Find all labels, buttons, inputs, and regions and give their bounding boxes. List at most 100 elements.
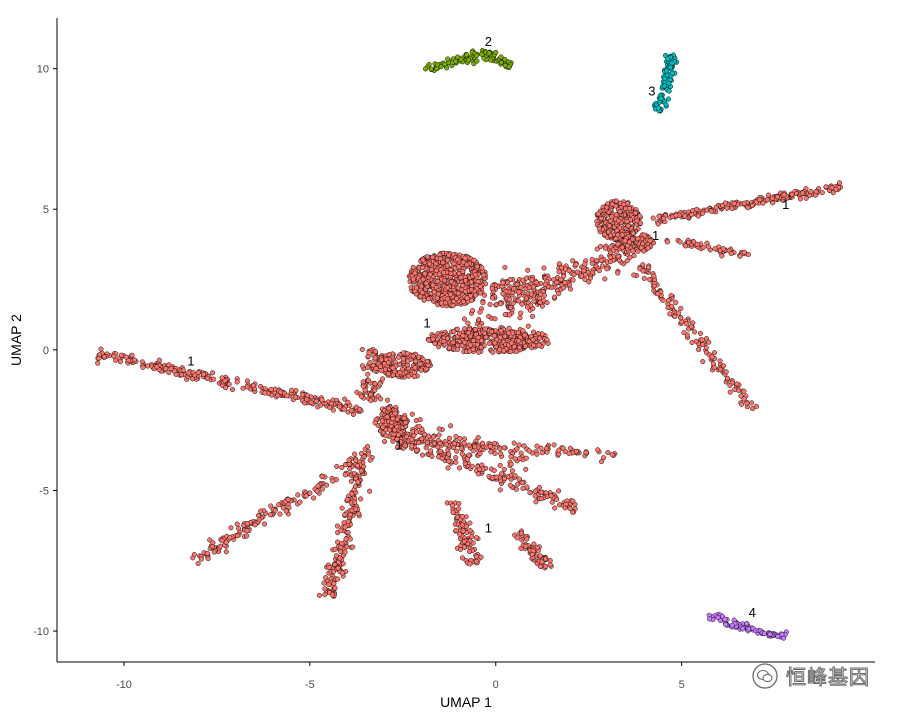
- scatter-point: [522, 332, 528, 338]
- scatter-point: [542, 281, 548, 287]
- scatter-point: [426, 337, 432, 343]
- scatter-point: [443, 442, 449, 448]
- scatter-point: [608, 259, 614, 265]
- scatter-point: [662, 76, 668, 82]
- scatter-point: [339, 464, 345, 471]
- scatter-point: [462, 339, 468, 345]
- scatter-point: [533, 279, 539, 285]
- scatter-point: [111, 353, 117, 359]
- scatter-point: [396, 361, 403, 368]
- scatter-point: [556, 447, 562, 453]
- scatter-point: [729, 622, 735, 629]
- scatter-point: [268, 512, 274, 518]
- scatter-point: [475, 435, 481, 441]
- scatter-point: [465, 57, 472, 63]
- scatter-point: [460, 528, 466, 534]
- scatter-point: [660, 297, 666, 303]
- scatter-point: [386, 351, 392, 358]
- scatter-point: [400, 356, 407, 362]
- scatter-point: [358, 450, 364, 456]
- scatter-point: [431, 440, 437, 446]
- scatter-point: [262, 390, 268, 396]
- scatter-point: [520, 277, 526, 283]
- scatter-point: [463, 523, 469, 529]
- scatter-point: [514, 535, 520, 541]
- scatter-point: [428, 66, 434, 72]
- scatter-point: [552, 505, 558, 511]
- scatter-point: [446, 345, 452, 351]
- scatter-point: [219, 538, 225, 544]
- scatter-point: [514, 281, 520, 287]
- scatter-point: [604, 205, 610, 211]
- scatter-point: [113, 357, 119, 363]
- scatter-point: [314, 488, 320, 494]
- scatter-point: [486, 50, 492, 56]
- scatter-point: [278, 389, 284, 395]
- scatter-point: [331, 580, 337, 587]
- scatter-point: [695, 213, 701, 219]
- scatter-point: [461, 436, 468, 442]
- scatter-point: [457, 435, 463, 442]
- scatter-point: [385, 360, 391, 366]
- scatter-point: [474, 52, 480, 59]
- scatter-point: [347, 512, 353, 518]
- scatter-point: [379, 418, 385, 424]
- scatter-point: [493, 49, 499, 55]
- scatter-point: [223, 539, 229, 545]
- scatter-point: [744, 620, 750, 626]
- scatter-point: [186, 370, 192, 376]
- scatter-point: [498, 328, 504, 334]
- scatter-point: [711, 350, 718, 356]
- scatter-point: [315, 483, 321, 489]
- scatter-point: [488, 449, 494, 455]
- scatter-point: [663, 68, 670, 74]
- scatter-point: [380, 376, 386, 382]
- scatter-point: [419, 290, 425, 296]
- scatter-point: [491, 333, 497, 339]
- scatter-point: [647, 277, 653, 283]
- scatter-point: [450, 303, 456, 309]
- scatter-point: [466, 549, 473, 555]
- scatter-point: [469, 297, 475, 303]
- scatter-point: [476, 316, 482, 323]
- scatter-point: [520, 485, 526, 491]
- scatter-point: [140, 364, 146, 370]
- scatter-point: [645, 245, 651, 251]
- scatter-point: [327, 404, 333, 411]
- scatter-point: [531, 541, 537, 547]
- scatter-point: [420, 276, 426, 282]
- scatter-point: [414, 448, 420, 454]
- scatter-point: [268, 503, 274, 509]
- scatter-point: [560, 445, 566, 451]
- scatter-point: [417, 361, 423, 367]
- scatter-point: [604, 266, 610, 272]
- scatter-point: [516, 476, 522, 482]
- scatter-point: [609, 201, 615, 207]
- scatter-point: [635, 248, 641, 254]
- scatter-point: [352, 483, 358, 489]
- scatter-point: [404, 351, 410, 357]
- scatter-point: [602, 231, 608, 237]
- scatter-point: [367, 360, 373, 366]
- scatter-point: [524, 304, 531, 310]
- scatter-point: [348, 478, 354, 484]
- scatter-point: [367, 457, 373, 463]
- scatter-point: [601, 455, 607, 461]
- scatter-point: [355, 479, 361, 485]
- scatter-point: [602, 245, 608, 251]
- scatter-point: [326, 564, 332, 571]
- x-axis-title: UMAP 1: [440, 694, 492, 710]
- scatter-point: [456, 465, 463, 471]
- scatter-point: [765, 192, 772, 198]
- scatter-point: [329, 592, 335, 598]
- scatter-point: [434, 295, 440, 301]
- scatter-point: [626, 206, 632, 212]
- scatter-point: [384, 414, 390, 420]
- scatter-point: [708, 208, 714, 214]
- scatter-point: [574, 269, 581, 275]
- scatter-point: [492, 316, 498, 322]
- scatter-point: [460, 333, 466, 339]
- scatter-point: [380, 424, 386, 430]
- scatter-point: [566, 450, 572, 456]
- cluster-label-1: 1: [395, 438, 402, 453]
